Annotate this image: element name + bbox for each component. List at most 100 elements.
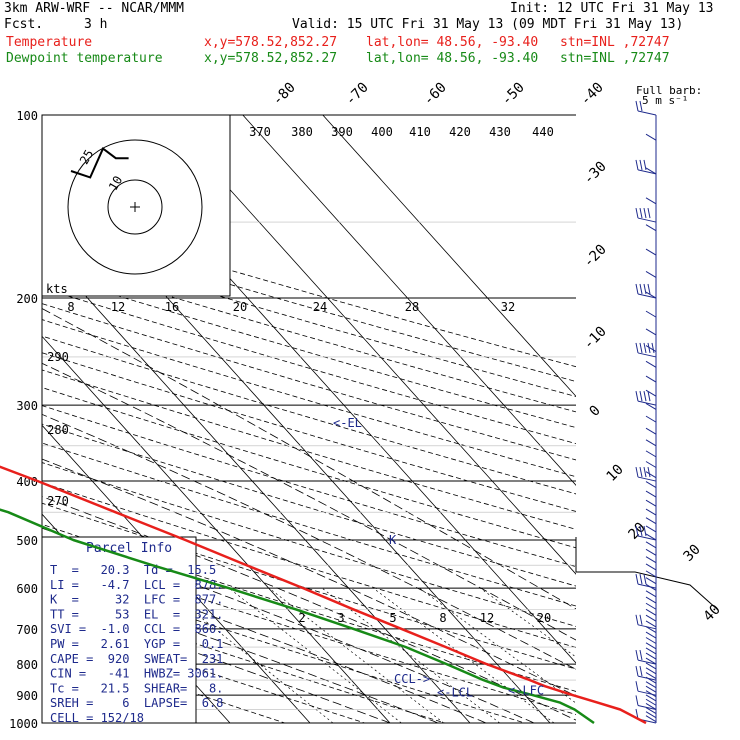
theta-label-420: 420 [449,125,471,139]
barb-area-boundary [575,537,719,611]
wind-barb-flag [639,665,643,677]
wind-barb-minor [645,415,657,423]
wind-barb-flag [643,574,647,585]
wind-barb-flag [635,681,639,692]
parcel-info-row: T = 20.3 Td = 15.5 [50,563,216,577]
wind-barb-staff [637,169,657,175]
barb-legend-line2: 5 m s⁻¹ [642,94,688,107]
wind-barb-minor [645,197,657,205]
hodograph-scale-label-32: 32 [501,300,515,314]
wind-barb [635,695,657,710]
wind-barb-flag [651,342,655,354]
pressure-label-500: 500 [16,534,38,548]
theta-label-290: 290 [47,350,69,364]
wind-barb-staff [637,704,657,710]
parcel-info-row: SVI = -1.0 CCL = 860. [50,622,223,636]
wind-barb-flag [647,390,651,402]
mixing-ratio-label-2: 2 [298,611,305,625]
wind-barb-minor [645,608,657,616]
wind-barb-flag [643,159,647,171]
wind-barb-flag [639,574,643,585]
wind-barb-minor [645,631,657,639]
isotherm-label-10: 10 [604,462,627,485]
wind-barb-flag [635,342,639,354]
wind-barb-staff [637,293,657,299]
pressure-label-200: 200 [16,292,38,306]
level-label-ccl: CCL-> [394,672,430,686]
wind-barb-minor [645,657,657,665]
wind-barb-minor [645,133,657,141]
init-time: Init: 12 UTC Fri 31 May 13 [510,1,714,16]
wind-barb-staff [637,583,657,589]
wind-barb-minor [645,450,657,458]
hodograph-inset [41,114,231,297]
barb-legend-line1: Full barb: [636,84,702,97]
wind-barb-minor [645,271,657,278]
wind-barb-flag [643,390,647,402]
wind-barb-flag [639,159,643,171]
wind-barb-minor [645,647,657,655]
dry-adiabat-lines [42,213,576,723]
wind-barb-flag [635,649,639,661]
isotherm-30 [162,115,576,575]
wind-barb-flag [643,466,647,478]
wind-barb-minor [645,360,657,368]
wind-barb-minor [645,389,657,397]
hodograph-ring-label-10: 10 [106,173,125,193]
wind-barb-minor [645,403,657,410]
wind-barb-flag [635,207,639,219]
dewpoint-legend-xy: x,y=578.52,852.27 [204,51,338,66]
wind-barb-minor [645,556,657,564]
wind-barb [635,159,657,175]
hodograph-ring-label-25: 25 [77,147,96,167]
wind-barb-minor [645,345,657,353]
parcel-info-title: Parcel Info [86,541,172,556]
level-marker-k: K [389,533,397,547]
hodograph-scale-labels: 8 12 16 20 24 28 32 [67,300,515,314]
wind-barb-minor [645,681,657,689]
wind-barb-minor [645,490,657,498]
mixing-ratio-label-12: 12 [480,611,494,625]
temperature-trace [0,465,647,725]
wind-barb-flag [639,466,643,478]
mixing-ratio-label-20: 20 [537,611,551,625]
wind-barb-minor [645,707,657,715]
pressure-label-300: 300 [16,399,38,413]
forecast-label: Fcst. [4,17,44,32]
theta-label-410: 410 [409,125,431,139]
model-title: 3km ARW-WRF -- NCAR/MMM [4,1,185,16]
pressure-label-600: 600 [16,582,38,596]
level-label-lcl: <-LCL [437,686,473,700]
wind-barb-minor [645,626,657,633]
wind-barb-flag [639,649,643,661]
wind-barb-minor [645,533,657,541]
dry-adiabat-350 [42,423,576,587]
dry-adiabat-340 [42,442,576,607]
wind-barb-minor [645,563,657,571]
wind-barb-minor [645,525,657,533]
parcel-info-row: TT = 53 EL = 321. [50,607,223,621]
parcel-info-row: LI = -4.7 LCL = 878. [50,578,223,592]
wind-barb [635,574,657,589]
isotherm--10 [42,335,391,723]
wind-barb-flag [639,283,643,295]
wind-barb-minor [645,517,657,525]
wind-barb-flag [647,466,651,478]
theta-label-370: 370 [249,125,271,139]
wind-barb-minor [645,676,657,684]
isotherm--20 [42,424,311,723]
wind-barb-minor [645,310,657,318]
level-label-lfc: <-LFC [508,683,544,697]
dry-adiabat-430 [42,287,576,445]
wind-barb-flag [635,665,639,677]
wind-barb-minor [645,590,657,598]
wind-barb-flag [635,466,639,478]
parcel-info-row: SREH = 6 LAPSE= 6.8 [50,696,223,710]
wind-barb-flag [643,342,647,354]
wind-barb-flag [647,207,651,219]
temperature-legend-xy: x,y=578.52,852.27 [204,35,338,50]
parcel-info-row: PW = 2.61 YGP = 0.1 [50,637,223,651]
hodograph-units: kts [46,282,68,296]
